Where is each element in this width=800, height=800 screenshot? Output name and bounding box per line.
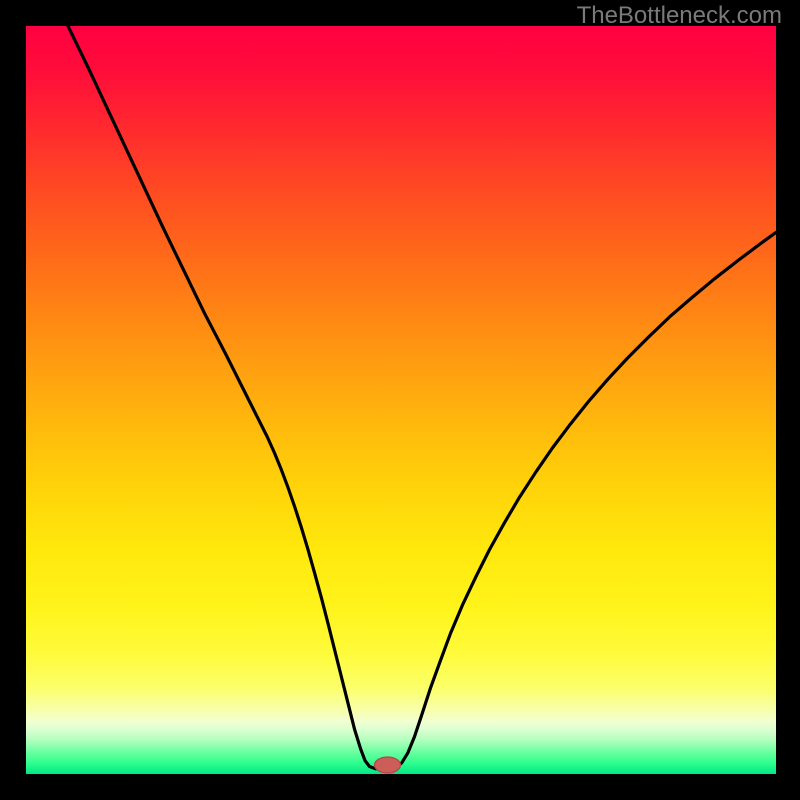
watermark-text: TheBottleneck.com bbox=[577, 2, 782, 30]
plot-area bbox=[26, 26, 776, 774]
outer-frame: TheBottleneck.com bbox=[0, 0, 800, 800]
gradient-background bbox=[26, 26, 776, 774]
minimum-marker bbox=[375, 757, 401, 773]
plot-svg bbox=[26, 26, 776, 774]
